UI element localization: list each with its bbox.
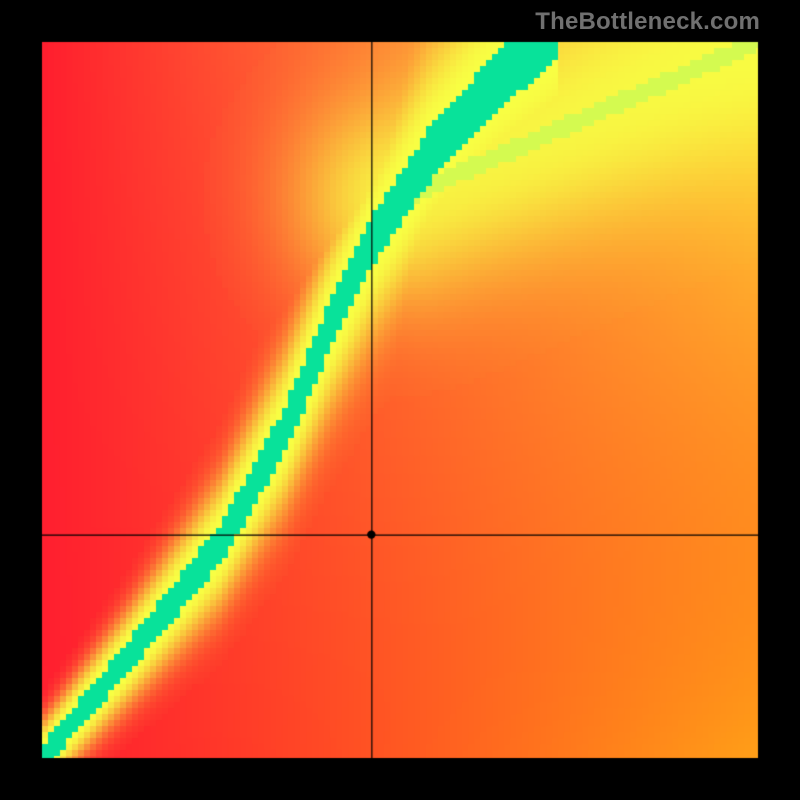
watermark-text: TheBottleneck.com: [535, 8, 760, 36]
bottleneck-heatmap: [0, 0, 800, 800]
